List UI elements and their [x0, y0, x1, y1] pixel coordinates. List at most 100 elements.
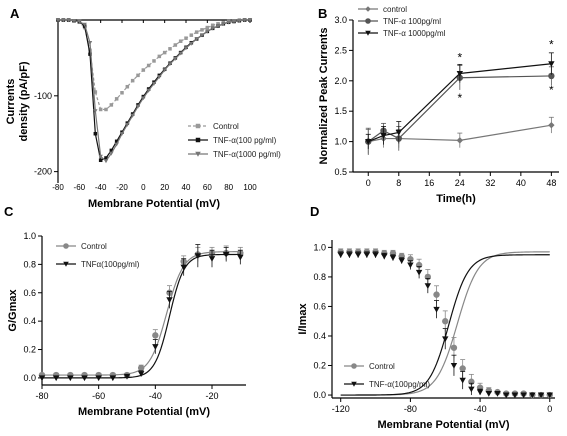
data-point: [511, 392, 519, 399]
legend-label: Control: [213, 122, 239, 131]
y-tick-label: 1.0: [313, 242, 326, 252]
data-point: [548, 61, 555, 67]
data-point: [459, 365, 466, 372]
legend: Control TNF-α(100pg/ml): [344, 362, 430, 389]
panel-c: C -80 -60 -40 -20 0.0 0.2 0.4 0.6 0.8 1.0 Membrane …: [4, 204, 246, 418]
x-tick-label: 40: [516, 178, 526, 188]
data-point: [184, 36, 188, 40]
data-point: [456, 70, 464, 77]
x-tick-label: 20: [160, 183, 169, 192]
data-point: [125, 84, 130, 89]
data-point: [104, 156, 108, 160]
x-tick-label: 24: [455, 178, 465, 188]
x-tick-label: 0: [547, 404, 552, 414]
data-point: [442, 318, 449, 325]
y-tick-label: 0.0: [23, 373, 36, 383]
data-point: [398, 258, 405, 264]
data-point: [114, 97, 119, 101]
legend-label: TNF-α(100 pg/ml): [213, 136, 277, 145]
data-point: [98, 107, 103, 112]
data-point: [424, 283, 432, 289]
x-tick-label: 32: [485, 178, 495, 188]
data-point: [82, 22, 87, 27]
series-1: [38, 245, 244, 379]
data-point: [199, 33, 205, 38]
data-point: [395, 129, 402, 136]
legend-label: TNF-α(1000 pg/ml): [213, 150, 281, 159]
y-tick-label: 0.8: [23, 259, 36, 269]
legend-label: TNF-α 1000pg/ml: [383, 29, 446, 38]
panel-letter: B: [318, 6, 327, 21]
data-point: [146, 63, 151, 68]
data-point: [189, 33, 194, 37]
y-tick-label: -100: [34, 91, 52, 101]
data-point: [61, 18, 66, 23]
data-point: [178, 51, 183, 56]
x-tick-label: -40: [95, 183, 107, 192]
data-point: [152, 332, 159, 339]
data-point: [208, 256, 216, 262]
legend-label: TNFα(100pg/ml): [81, 260, 140, 269]
data-point: [71, 18, 77, 23]
legend-label: Control: [369, 362, 395, 371]
y-axis-title: I/Imax: [297, 303, 309, 335]
x-axis-title: Membrane Potential (mV): [377, 419, 509, 431]
y-axis-title: G/Gmax: [7, 289, 19, 332]
y-tick-label: 0.6: [313, 301, 326, 311]
data-point: [162, 50, 167, 55]
legend: Control TNFα(100pg/ml): [56, 242, 140, 269]
panel-letter: A: [10, 6, 20, 21]
x-tick-label: 80: [224, 183, 233, 192]
legend-label: control: [383, 5, 407, 14]
y-tick-label: -200: [34, 167, 52, 177]
significance-marker: *: [457, 51, 462, 65]
y-tick-label: 2.0: [334, 76, 347, 86]
data-point: [95, 375, 102, 382]
y-tick-label: 0.8: [313, 272, 326, 282]
panel-a: A-80 -60 -40 -20 0 20 40 60 80 100-100-200Membran…: [5, 6, 281, 210]
data-point: [548, 72, 555, 80]
data-point: [167, 62, 173, 67]
x-tick-label: -20: [116, 183, 128, 192]
data-point: [67, 375, 74, 382]
x-tick-label: 0: [366, 178, 371, 188]
data-point: [93, 90, 98, 94]
legend-label: Control: [81, 242, 107, 251]
y-axis-title: Normalized Peak Currents: [318, 28, 330, 165]
data-point: [77, 19, 82, 24]
data-point: [109, 375, 117, 382]
data-point: [450, 362, 458, 369]
data-point: [247, 18, 253, 23]
y-tick-label: 1.5: [334, 106, 347, 116]
data-point: [442, 336, 449, 343]
x-axis-title: Membrane Potential (mV): [78, 406, 210, 418]
data-point: [136, 73, 140, 78]
x-tick-label: -80: [52, 183, 64, 192]
data-point: [152, 344, 159, 350]
data-point: [389, 255, 397, 261]
legend-label: TNF-α 100pg/ml: [383, 17, 441, 26]
legend-swatch-marker: [351, 381, 357, 387]
legend-swatch-marker: [195, 151, 201, 157]
data-point: [242, 18, 247, 23]
data-point: [104, 107, 108, 112]
data-point: [151, 81, 157, 86]
fit-curve: [41, 251, 241, 376]
legend-swatch-marker: [365, 6, 371, 12]
data-point: [210, 23, 215, 28]
data-point: [380, 132, 387, 139]
y-tick-label: 0.5: [334, 167, 347, 177]
data-point: [38, 375, 46, 382]
data-point: [226, 20, 231, 25]
data-point: [120, 91, 124, 95]
data-point: [93, 109, 98, 114]
data-point: [381, 253, 388, 260]
data-point: [231, 19, 237, 24]
data-point: [210, 26, 215, 31]
data-point: [125, 122, 130, 127]
data-point: [205, 29, 210, 34]
data-point: [237, 254, 244, 261]
data-point: [221, 22, 226, 26]
data-point: [485, 391, 492, 397]
legend-label: TNF-α(100pg/ml): [369, 380, 430, 389]
